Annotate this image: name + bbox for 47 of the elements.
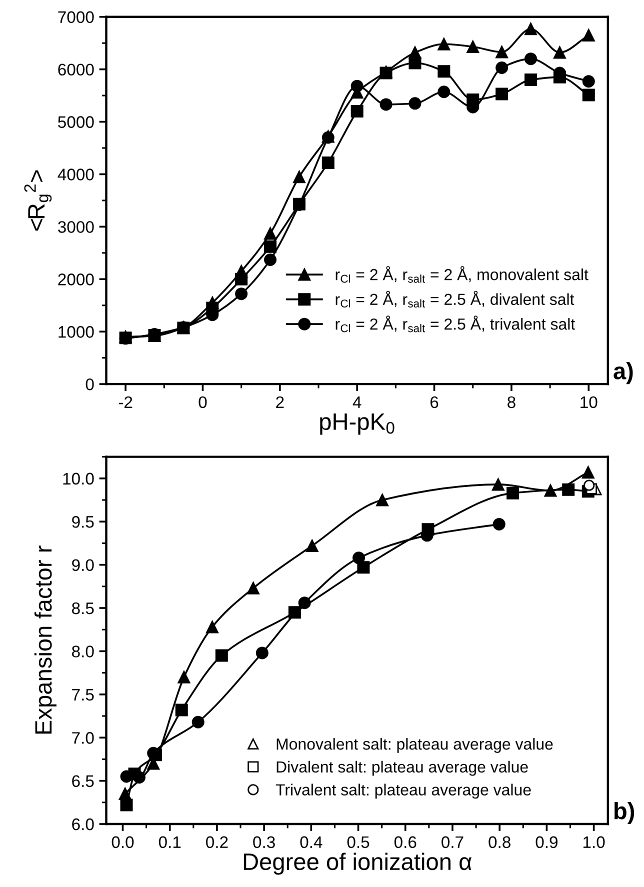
y-tick-label: 8.5 (72, 602, 94, 614)
x-tick-label: 0.6 (394, 836, 416, 848)
x-tick-label: 0.5 (347, 836, 370, 848)
text: a) (614, 362, 633, 384)
x-tick-label: 8 (508, 396, 516, 408)
legend-label: Monovalent salt: plateau average value (276, 738, 553, 753)
y-tick-label: 10.0 (63, 472, 94, 485)
y-tick-label: 0 (86, 378, 94, 390)
y-tick-label: 6.5 (72, 775, 94, 788)
y-tick-label: 6.0 (72, 818, 94, 830)
x-tick-label: -2 (118, 396, 132, 408)
y-tick-label: 5000 (58, 116, 94, 128)
legend-label: r$_{Cl}$ = 2 Å, r$_{salt}$ = 2.5 Å, trivalent salt (336, 316, 576, 332)
x-tick-label: 0.1 (158, 836, 181, 848)
y-tick-label: 9.5 (72, 516, 94, 528)
x-tick-label: 0.7 (442, 836, 464, 848)
x-tick-label: 0.8 (488, 836, 510, 848)
x-tick-label: 2 (276, 396, 284, 408)
x-tick-label: 0.3 (253, 836, 275, 848)
y-tick-label: 3000 (58, 221, 94, 233)
y-tick-label: 2000 (58, 274, 94, 286)
y-tick-label: 6000 (58, 64, 94, 76)
x-tick-label: 10 (580, 396, 598, 408)
y-axis-title: <R$_{g}$$^{2}$> (24, 170, 52, 231)
legend-label: Trivalent salt: plateau average value (276, 784, 531, 799)
x-axis-title: pH-pK$_{0}$ (320, 414, 394, 435)
y-tick-label: 8.0 (72, 646, 94, 658)
y-tick-label: 1000 (58, 326, 94, 338)
x-tick-label: 1.0 (583, 836, 605, 848)
y-tick-label: 7000 (58, 11, 94, 24)
text: b) (614, 802, 634, 824)
x-tick-label: 0.9 (536, 836, 558, 848)
legend-label: r$_{Cl}$ = 2 Å, r$_{salt}$ = 2 Å, monovalent salt (336, 266, 588, 283)
y-tick-label: 4000 (58, 168, 94, 180)
x-axis-title: Degree of ionization α (244, 852, 472, 875)
y-tick-label: 7.0 (72, 732, 94, 744)
x-tick-label: 0.0 (112, 836, 134, 848)
x-tick-label: 4 (352, 396, 362, 408)
x-tick-label: 6 (430, 396, 438, 408)
y-axis-title: Expansion factor r (34, 546, 56, 734)
x-tick-label: 0 (198, 396, 207, 408)
y-tick-label: 9.0 (72, 559, 94, 572)
legend-label: r$_{Cl}$ = 2 Å, r$_{salt}$ = 2.5 Å, divalent salt (336, 290, 574, 308)
x-tick-label: 0.2 (206, 836, 228, 848)
x-tick-label: 0.4 (300, 836, 322, 848)
legend-label: Divalent salt: plateau average value (276, 760, 528, 776)
y-tick-label: 7.5 (72, 688, 94, 701)
